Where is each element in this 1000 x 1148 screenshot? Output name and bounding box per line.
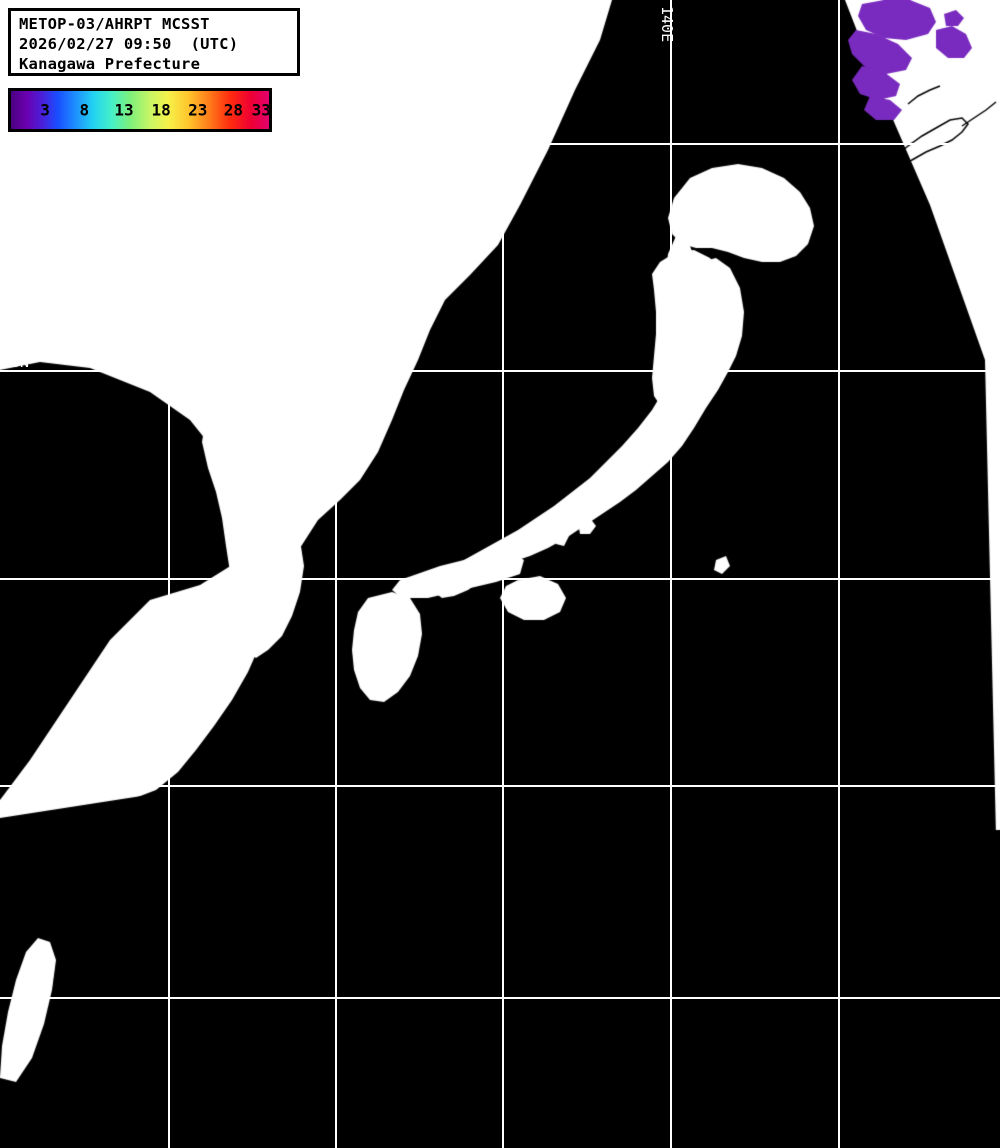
title-legend-box: METOP-03/AHRPT MCSST 2026/02/27 09:50 (U… — [8, 8, 300, 76]
colorbar-tick-labels: 3 8 13 18 23 28 33 — [11, 91, 271, 129]
colorbar-tick-3: 3 — [40, 100, 50, 120]
graticule-label-40n: 40N — [2, 353, 30, 371]
graticule-label-140e: 140E — [658, 6, 676, 43]
title-line-region: Kanagawa Prefecture — [19, 55, 201, 73]
title-line-datetime: 2026/02/27 09:50 (UTC) — [19, 35, 239, 53]
colorbar-tick-8: 8 — [79, 100, 90, 120]
colorbar-tick-13: 13 — [114, 100, 134, 120]
colorbar-tick-33: 33 — [251, 100, 271, 120]
colorbar-gradient — [11, 91, 269, 129]
temperature-colorbar: 3 8 13 18 23 28 33 — [8, 88, 272, 132]
colorbar-tick-18: 18 — [151, 100, 171, 120]
title-line-product: METOP-03/AHRPT MCSST — [19, 15, 210, 33]
colorbar-tick-28: 28 — [223, 100, 244, 120]
colorbar-tick-23: 23 — [188, 100, 208, 120]
